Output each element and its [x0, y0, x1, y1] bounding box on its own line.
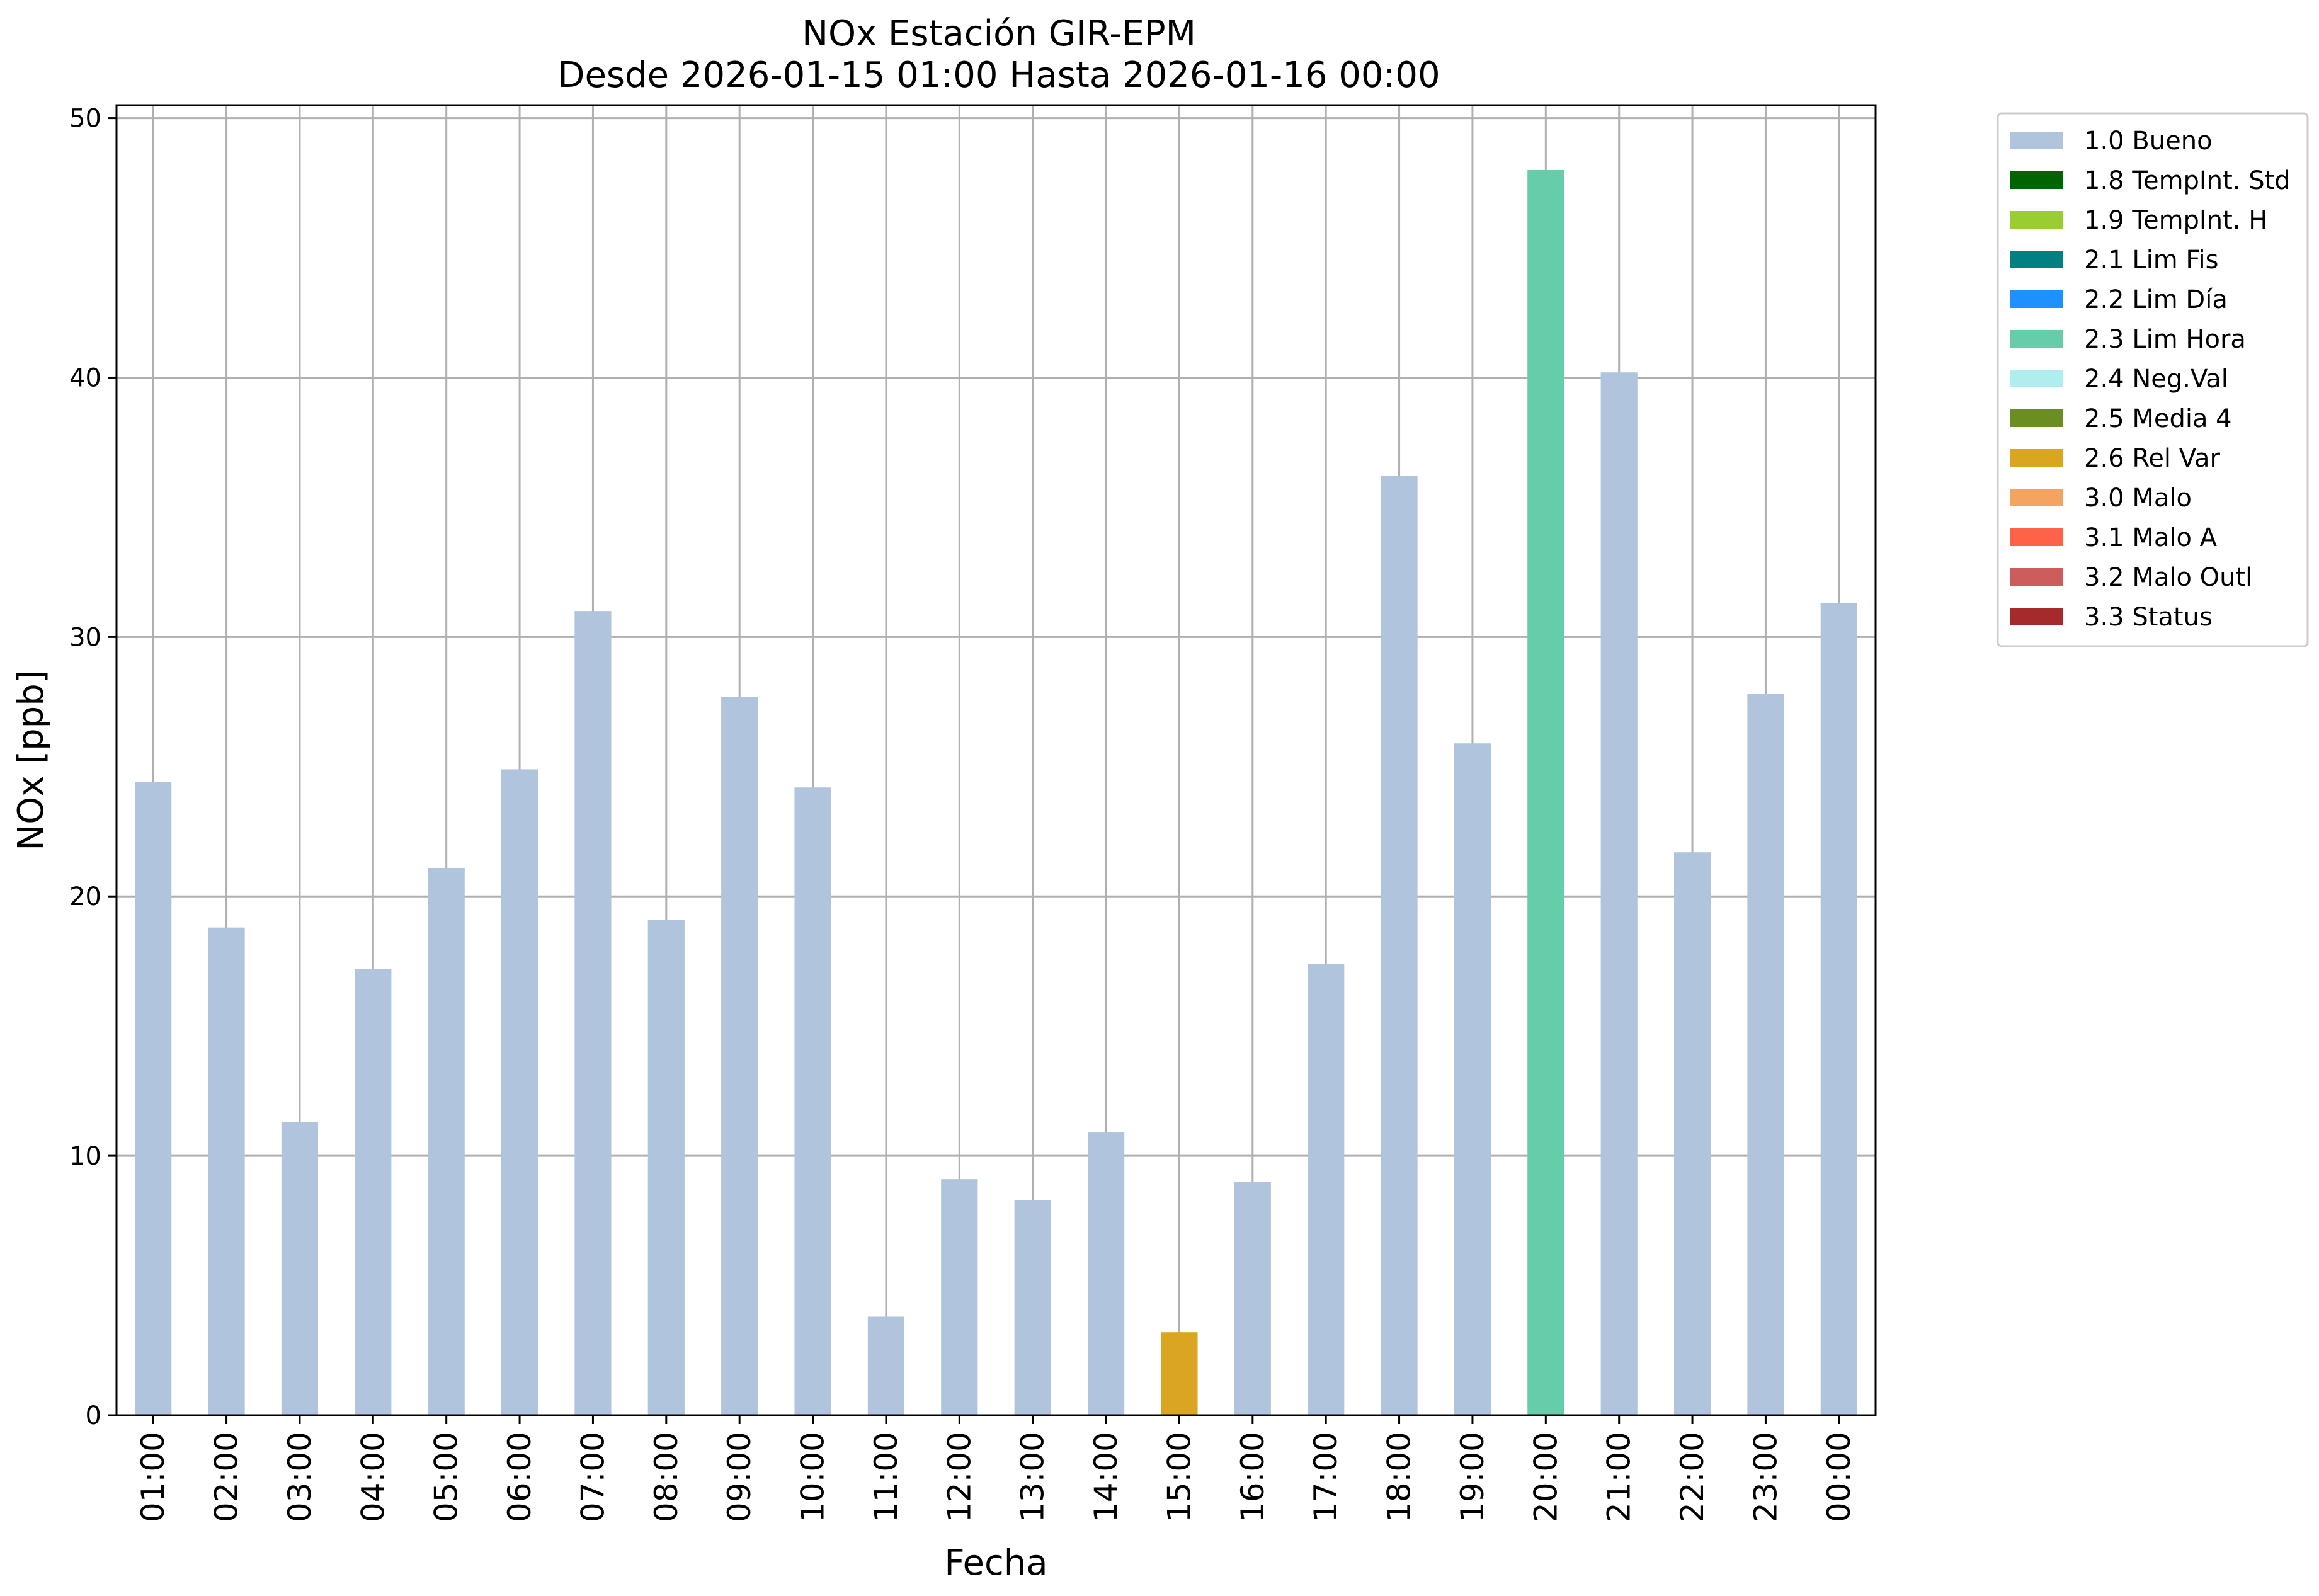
x-tick-label: 01:00 [135, 1432, 171, 1522]
legend-label: 2.4 Neg.Val [2084, 365, 2228, 394]
bar-0800 [647, 920, 685, 1415]
legend-label: 2.3 Lim Hora [2084, 325, 2246, 354]
legend-swatch [2010, 211, 2063, 229]
bar-1300 [1014, 1200, 1051, 1415]
bar-1800 [1381, 476, 1418, 1415]
legend-label: 3.1 Malo A [2084, 523, 2218, 552]
bar-2200 [1673, 852, 1711, 1415]
x-tick-label: 10:00 [795, 1432, 831, 1522]
legend-label: 1.0 Bueno [2084, 127, 2213, 156]
x-tick-label: 23:00 [1747, 1432, 1784, 1522]
bar-1600 [1234, 1182, 1271, 1415]
legend-label: 2.1 Lim Fis [2084, 246, 2218, 275]
legend-swatch [2010, 370, 2063, 387]
x-tick-label: 12:00 [941, 1432, 977, 1522]
x-tick-label: 07:00 [574, 1432, 611, 1522]
bar-2100 [1600, 372, 1638, 1416]
legend-swatch [2010, 449, 2063, 467]
y-axis-label: NOx [ppb] [11, 670, 52, 850]
x-tick-label: 13:00 [1015, 1432, 1051, 1522]
y-tick-label: 20 [69, 882, 101, 911]
y-tick-label: 0 [86, 1401, 101, 1430]
legend: 1.0 Bueno 1.8 TempInt. Std 1.9 TempInt. H 2… [1997, 112, 2309, 647]
chart-subtitle: Desde 2026-01-15 01:00 Hasta 2026-01-16 … [557, 55, 1440, 96]
legend-label: 3.3 Status [2084, 603, 2213, 632]
y-tick-label: 10 [69, 1142, 101, 1171]
x-tick-label: 16:00 [1234, 1432, 1271, 1522]
bar-1200 [941, 1179, 978, 1415]
legend-frame [1997, 112, 2309, 647]
bar-0700 [574, 611, 612, 1415]
x-tick-label: 14:00 [1088, 1432, 1124, 1522]
y-tick-label: 30 [69, 623, 101, 652]
x-tick-label: 15:00 [1161, 1432, 1197, 1522]
x-tick-label: 19:00 [1454, 1432, 1491, 1522]
y-axis-ticks: 0 10 20 30 40 50 [69, 105, 117, 1430]
x-tick-label: 06:00 [501, 1432, 538, 1522]
bar-0300 [281, 1122, 319, 1415]
x-tick-label: 05:00 [428, 1432, 465, 1522]
legend-label: 3.0 Malo [2084, 484, 2192, 513]
legend-label: 3.2 Malo Outl [2084, 563, 2252, 592]
x-tick-label: 03:00 [282, 1432, 318, 1522]
legend-swatch [2010, 489, 2063, 506]
x-tick-label: 17:00 [1308, 1432, 1344, 1522]
x-tick-label: 11:00 [868, 1432, 904, 1522]
x-tick-label: 08:00 [648, 1432, 685, 1522]
plot-area-frame [115, 104, 1877, 1416]
legend-label: 2.2 Lim Día [2084, 285, 2228, 314]
bar-1400 [1087, 1132, 1125, 1415]
x-axis-label: Fecha [944, 1542, 1047, 1583]
legend-swatch [2010, 608, 2063, 625]
y-tick-label: 50 [69, 105, 101, 134]
x-tick-label: 09:00 [721, 1432, 758, 1522]
bar-1900 [1454, 743, 1491, 1415]
bar-0600 [501, 769, 538, 1415]
bar-1100 [867, 1316, 905, 1415]
x-axis-ticks: 01:00 02:00 03:00 04:00 05:00 06:00 07:00 08:00… [135, 1415, 1857, 1522]
bar-1500 [1161, 1332, 1198, 1415]
legend-swatch [2010, 290, 2063, 308]
bar-0100 [135, 782, 172, 1415]
x-tick-label: 18:00 [1381, 1432, 1418, 1522]
bar-0900 [721, 697, 758, 1415]
x-tick-label: 21:00 [1601, 1432, 1638, 1522]
x-tick-label: 00:00 [1821, 1432, 1857, 1522]
legend-swatch [2010, 528, 2063, 546]
legend-swatch [2010, 409, 2063, 427]
bar-0200 [208, 927, 245, 1415]
x-tick-label: 02:00 [208, 1432, 245, 1522]
bars [135, 169, 1857, 1416]
legend-swatch [2010, 330, 2063, 348]
chart-title: NOx Estación GIR-EPM [802, 13, 1196, 54]
bar-2000 [1527, 169, 1564, 1415]
legend-label: 2.6 Rel Var [2084, 444, 2221, 473]
x-tick-label: 20:00 [1527, 1432, 1564, 1522]
bar-2300 [1747, 693, 1784, 1415]
bar-1000 [794, 787, 831, 1415]
legend-label: 2.5 Media 4 [2084, 404, 2232, 433]
bar-0000 [1820, 603, 1857, 1415]
bar-1700 [1308, 964, 1345, 1415]
legend-swatch [2010, 132, 2063, 149]
legend-swatch [2010, 568, 2063, 586]
legend-swatch [2010, 251, 2063, 268]
legend-label: 1.8 TempInt. Std [2084, 166, 2291, 195]
x-tick-label: 22:00 [1674, 1432, 1711, 1522]
y-tick-label: 40 [69, 363, 101, 392]
bar-0500 [428, 867, 465, 1415]
legend-swatch [2010, 171, 2063, 189]
bar-0400 [355, 969, 392, 1415]
x-tick-label: 04:00 [355, 1432, 391, 1522]
legend-label: 1.9 TempInt. H [2084, 206, 2267, 235]
